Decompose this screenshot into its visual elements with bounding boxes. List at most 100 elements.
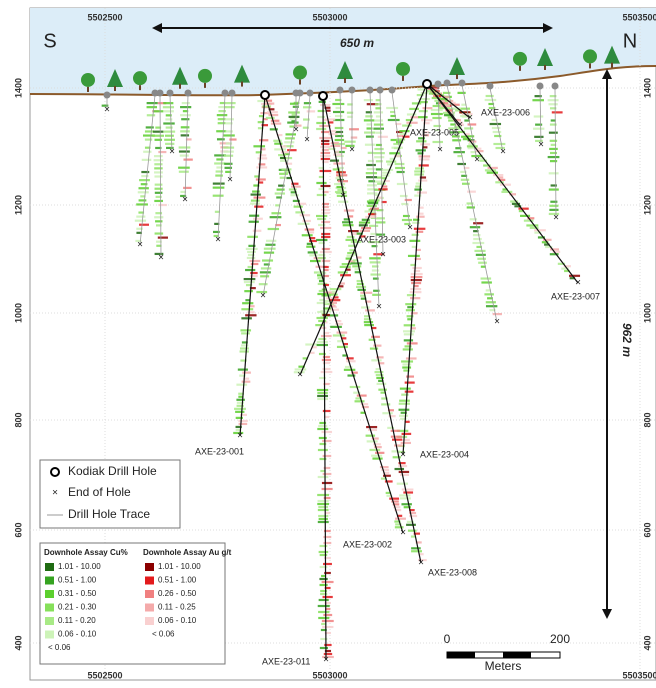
assay-class: 0.06 - 0.10 (158, 616, 197, 625)
hole-label: AXE-23-005 (410, 127, 459, 137)
swatch (45, 617, 54, 625)
drill-trace (159, 94, 162, 259)
assay-legend-box (39, 542, 226, 665)
kodiak-trace (264, 94, 404, 534)
collar (151, 89, 159, 97)
kodiak-trace (322, 95, 422, 564)
swatch (145, 590, 154, 598)
top-tick-label: 5503000 (312, 12, 347, 22)
tree (604, 45, 620, 64)
collar (376, 86, 384, 94)
kodiak-trace (426, 83, 471, 119)
hole-label: AXE-23-007 (551, 291, 600, 301)
hole-label: AXE-23-004 (420, 449, 469, 459)
end-of-hole: × (260, 291, 266, 302)
end-of-hole: × (297, 370, 303, 381)
collar (458, 79, 466, 87)
swatch (145, 603, 154, 612)
tree (172, 66, 188, 85)
assay-class: 0.21 - 0.30 (58, 603, 97, 612)
end-of-hole: × (437, 145, 443, 156)
kodiak-trace (426, 83, 579, 284)
tree (583, 49, 597, 64)
assay-class: < 0.06 (152, 630, 175, 639)
right-tick-label: 400 (642, 635, 652, 650)
assay-class: 0.11 - 0.25 (158, 603, 196, 612)
collar (434, 80, 442, 88)
end-of-hole: × (169, 147, 175, 158)
collar (366, 86, 374, 94)
assay-class: 1.01 - 10.00 (158, 562, 201, 571)
tree (234, 64, 250, 83)
right-tick-label: 600 (642, 522, 652, 537)
collar (166, 89, 174, 97)
collar (184, 89, 192, 97)
tree (81, 72, 95, 87)
labels: 5502500 5502500 5503000 5503000 5503500 55035… (13, 12, 656, 680)
end-of-hole: × (237, 431, 243, 442)
legend-box (39, 459, 181, 529)
collar (348, 86, 356, 94)
tree (133, 71, 147, 86)
collar (228, 89, 236, 97)
drill-trace (184, 94, 189, 201)
drill-trace (554, 87, 557, 219)
collar (292, 89, 300, 97)
sky (30, 8, 656, 96)
kodiak-collar (422, 79, 432, 89)
right-tick-label: 1000 (642, 303, 652, 323)
drill-trace (339, 91, 344, 197)
end-of-hole: × (137, 240, 143, 251)
end-of-hole: × (400, 528, 406, 539)
drill-trace (379, 91, 384, 256)
assay-class: 0.51 - 1.00 (58, 576, 97, 585)
swatch (45, 563, 54, 571)
tree (396, 61, 410, 76)
legend-symbol (50, 467, 60, 477)
collar (306, 89, 314, 97)
drill-trace (369, 91, 380, 308)
swatch (45, 603, 54, 612)
end-of-hole: × (400, 450, 406, 461)
width-label: 650 m (340, 36, 374, 50)
hole-label: AXE-23-008 (428, 567, 477, 577)
scale-tick: 200 (550, 632, 570, 646)
kodiak-trace (322, 95, 327, 661)
kodiak-trace (299, 83, 428, 376)
left-tick-label: 400 (13, 635, 23, 650)
legend-label: Kodiak Drill Hole (68, 464, 157, 478)
traces: × × × × × × × × × × × × × × × × × × × × × × × × × × × × × × (103, 79, 581, 666)
end-of-hole: × (304, 135, 310, 146)
collar (221, 89, 229, 97)
end-of-hole: × (418, 558, 424, 569)
kodiak-collar (260, 90, 270, 100)
bottom-tick-label: 5503500 (622, 670, 656, 680)
tree (198, 68, 212, 83)
trees (81, 45, 620, 92)
collar (551, 82, 559, 90)
end-of-hole: × (349, 145, 355, 156)
collar (486, 82, 494, 90)
drill-trace (262, 94, 301, 297)
end-of-hole: × (538, 140, 544, 151)
south-label: S (43, 30, 56, 52)
left-tick-label: 800 (13, 412, 23, 427)
collar (443, 79, 451, 87)
hole-label: AXE-23-006 (481, 107, 530, 117)
end-of-hole: × (575, 278, 581, 289)
swatch (45, 576, 54, 585)
right-tick-label: 1400 (642, 78, 652, 98)
hole-label: AXE-23-011 (262, 656, 310, 666)
top-tick-label: 5503500 (622, 12, 656, 22)
north-label: N (623, 30, 637, 52)
assay-class: 0.26 - 0.50 (158, 589, 197, 598)
bottom-tick-label: 5503000 (312, 670, 347, 680)
hole-label: AXE-23-001 (195, 446, 244, 456)
depth-label: 962 m (620, 323, 634, 357)
end-of-hole: × (457, 120, 463, 131)
end-of-hole: × (215, 235, 221, 246)
drill-trace (437, 85, 441, 151)
drill-trace (446, 84, 498, 323)
hole-label: AXE-23-002 (343, 539, 392, 549)
assay-legend-title: Downhole Assay Cu% (44, 548, 128, 557)
